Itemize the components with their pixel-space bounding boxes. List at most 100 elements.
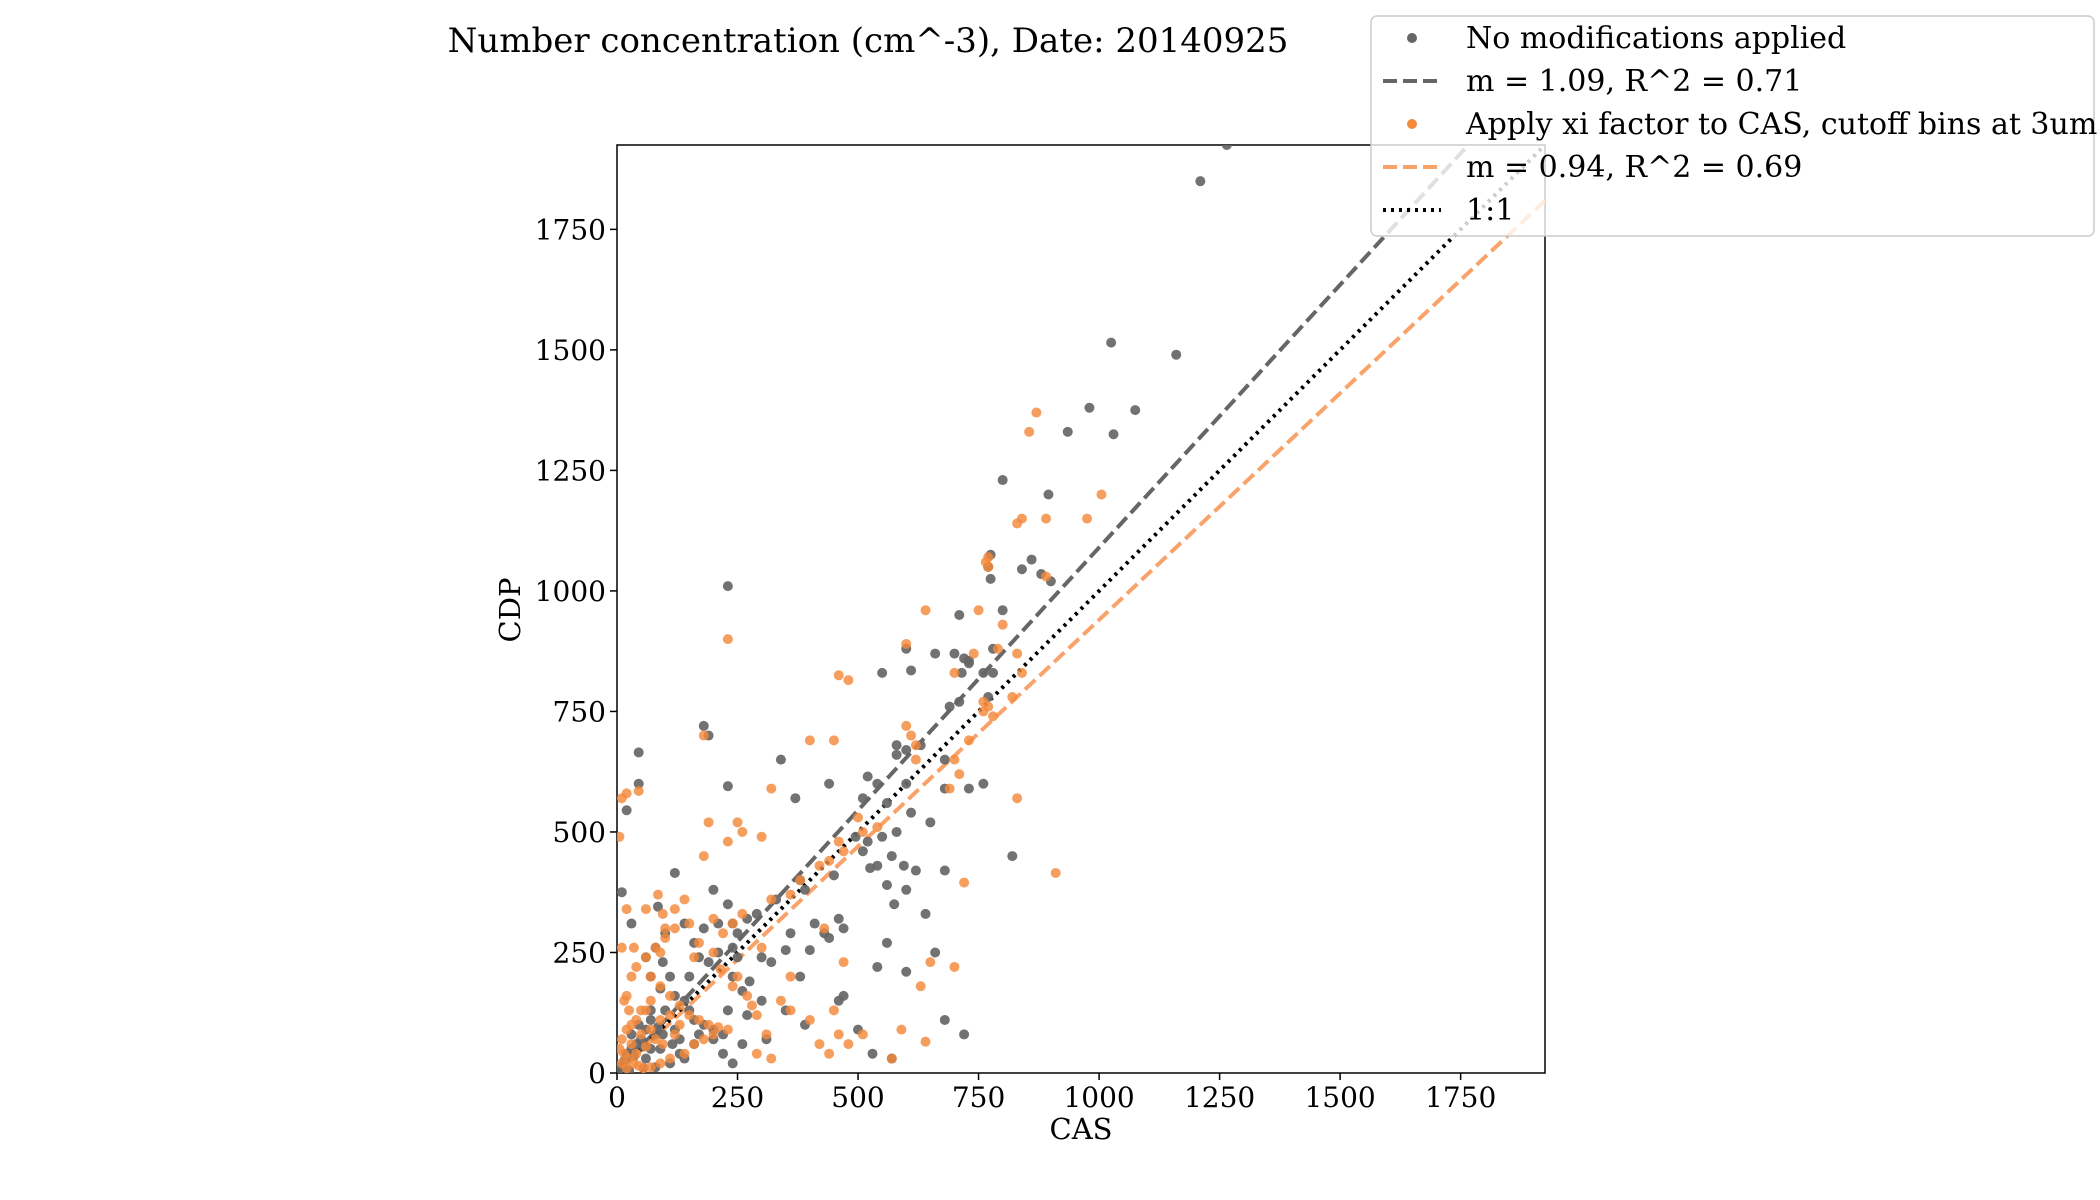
point-xi-factor: [640, 952, 651, 963]
point-xi-factor: [679, 1048, 690, 1059]
point-no-modifications: [1026, 554, 1037, 565]
point-xi-factor: [722, 634, 733, 645]
point-xi-factor: [785, 889, 796, 900]
point-no-modifications: [617, 887, 627, 898]
point-no-modifications: [1195, 176, 1206, 187]
point-no-modifications: [906, 807, 917, 818]
point-no-modifications: [775, 754, 786, 765]
point-no-modifications: [708, 884, 719, 895]
point-xi-factor: [655, 981, 666, 992]
point-xi-factor: [833, 1029, 844, 1040]
point-no-modifications: [898, 860, 909, 871]
point-xi-factor: [657, 908, 668, 919]
point-no-modifications: [877, 667, 888, 678]
point-no-modifications: [939, 865, 950, 876]
point-no-modifications: [930, 947, 941, 958]
point-no-modifications: [925, 817, 936, 828]
point-xi-factor: [713, 1022, 724, 1033]
point-no-modifications: [939, 754, 950, 765]
point-xi-factor: [655, 947, 666, 958]
x-tick-label: 1750: [1425, 1081, 1496, 1114]
point-xi-factor: [814, 1039, 825, 1050]
x-tick-label: 750: [952, 1081, 1005, 1114]
point-no-modifications: [824, 778, 835, 789]
point-no-modifications: [732, 952, 743, 963]
point-no-modifications: [901, 778, 912, 789]
point-xi-factor: [824, 1048, 835, 1059]
point-no-modifications: [621, 805, 632, 816]
point-no-modifications: [795, 971, 806, 982]
point-xi-factor: [1012, 648, 1023, 659]
point-xi-factor: [708, 913, 719, 924]
point-no-modifications: [1130, 405, 1141, 416]
point-xi-factor: [838, 846, 849, 857]
point-no-modifications: [667, 1039, 678, 1050]
point-xi-factor: [896, 1024, 907, 1035]
point-xi-factor: [727, 981, 738, 992]
point-xi-factor: [857, 1029, 868, 1040]
x-tick-label: 1250: [1184, 1081, 1255, 1114]
point-no-modifications: [626, 918, 637, 929]
point-xi-factor: [751, 1048, 762, 1059]
point-xi-factor: [828, 735, 839, 746]
point-xi-factor: [703, 1019, 714, 1030]
point-xi-factor: [910, 740, 921, 751]
point-no-modifications: [828, 870, 839, 881]
point-xi-factor: [997, 619, 1008, 630]
point-xi-factor: [1016, 667, 1027, 678]
point-xi-factor: [804, 1014, 815, 1025]
point-no-modifications: [901, 745, 912, 756]
point-no-modifications: [1108, 429, 1119, 440]
point-xi-factor: [689, 952, 700, 963]
point-xi-factor: [756, 942, 767, 953]
point-xi-factor: [959, 877, 970, 888]
point-xi-factor: [631, 1048, 642, 1059]
point-no-modifications: [838, 923, 849, 934]
point-xi-factor: [843, 1039, 854, 1050]
point-xi-factor: [756, 831, 767, 842]
point-xi-factor: [1012, 793, 1023, 804]
point-no-modifications: [804, 945, 815, 956]
point-no-modifications: [790, 793, 801, 804]
point-no-modifications: [850, 831, 861, 842]
point-no-modifications: [889, 899, 900, 910]
point-no-modifications: [722, 781, 733, 792]
point-no-modifications: [901, 884, 912, 895]
point-no-modifications: [857, 846, 868, 857]
point-xi-factor: [665, 1053, 676, 1064]
x-axis-label: CAS: [1050, 1112, 1113, 1146]
point-no-modifications: [997, 475, 1008, 486]
y-tick-label: 250: [553, 936, 606, 969]
point-no-modifications: [800, 884, 811, 895]
point-no-modifications: [838, 990, 849, 1001]
point-xi-factor: [853, 812, 864, 823]
point-no-modifications: [833, 913, 844, 924]
point-xi-factor: [631, 961, 642, 972]
point-xi-factor: [968, 648, 979, 659]
legend-label: No modifications applied: [1466, 21, 1846, 56]
point-no-modifications: [1221, 145, 1232, 150]
point-xi-factor: [693, 1014, 704, 1025]
point-xi-factor: [751, 1010, 762, 1021]
point-xi-factor: [838, 957, 849, 968]
point-no-modifications: [886, 851, 897, 862]
point-no-modifications: [877, 831, 888, 842]
plot-frame: [616, 144, 1546, 1074]
point-no-modifications: [698, 720, 709, 731]
y-tick-label: 1500: [535, 334, 606, 367]
y-tick-label: 1000: [535, 575, 606, 608]
point-xi-factor: [689, 1039, 700, 1050]
point-no-modifications: [1106, 337, 1117, 348]
point-xi-factor: [679, 894, 690, 905]
point-xi-factor: [915, 981, 926, 992]
point-no-modifications: [718, 1048, 729, 1059]
point-xi-factor: [732, 971, 743, 982]
y-tick-label: 1750: [535, 213, 606, 246]
point-xi-factor: [655, 1014, 666, 1025]
point-xi-factor: [906, 730, 917, 741]
point-no-modifications: [963, 783, 974, 794]
point-xi-factor: [925, 957, 936, 968]
point-xi-factor: [645, 1024, 656, 1035]
point-no-modifications: [633, 778, 644, 789]
point-no-modifications: [939, 1014, 950, 1025]
